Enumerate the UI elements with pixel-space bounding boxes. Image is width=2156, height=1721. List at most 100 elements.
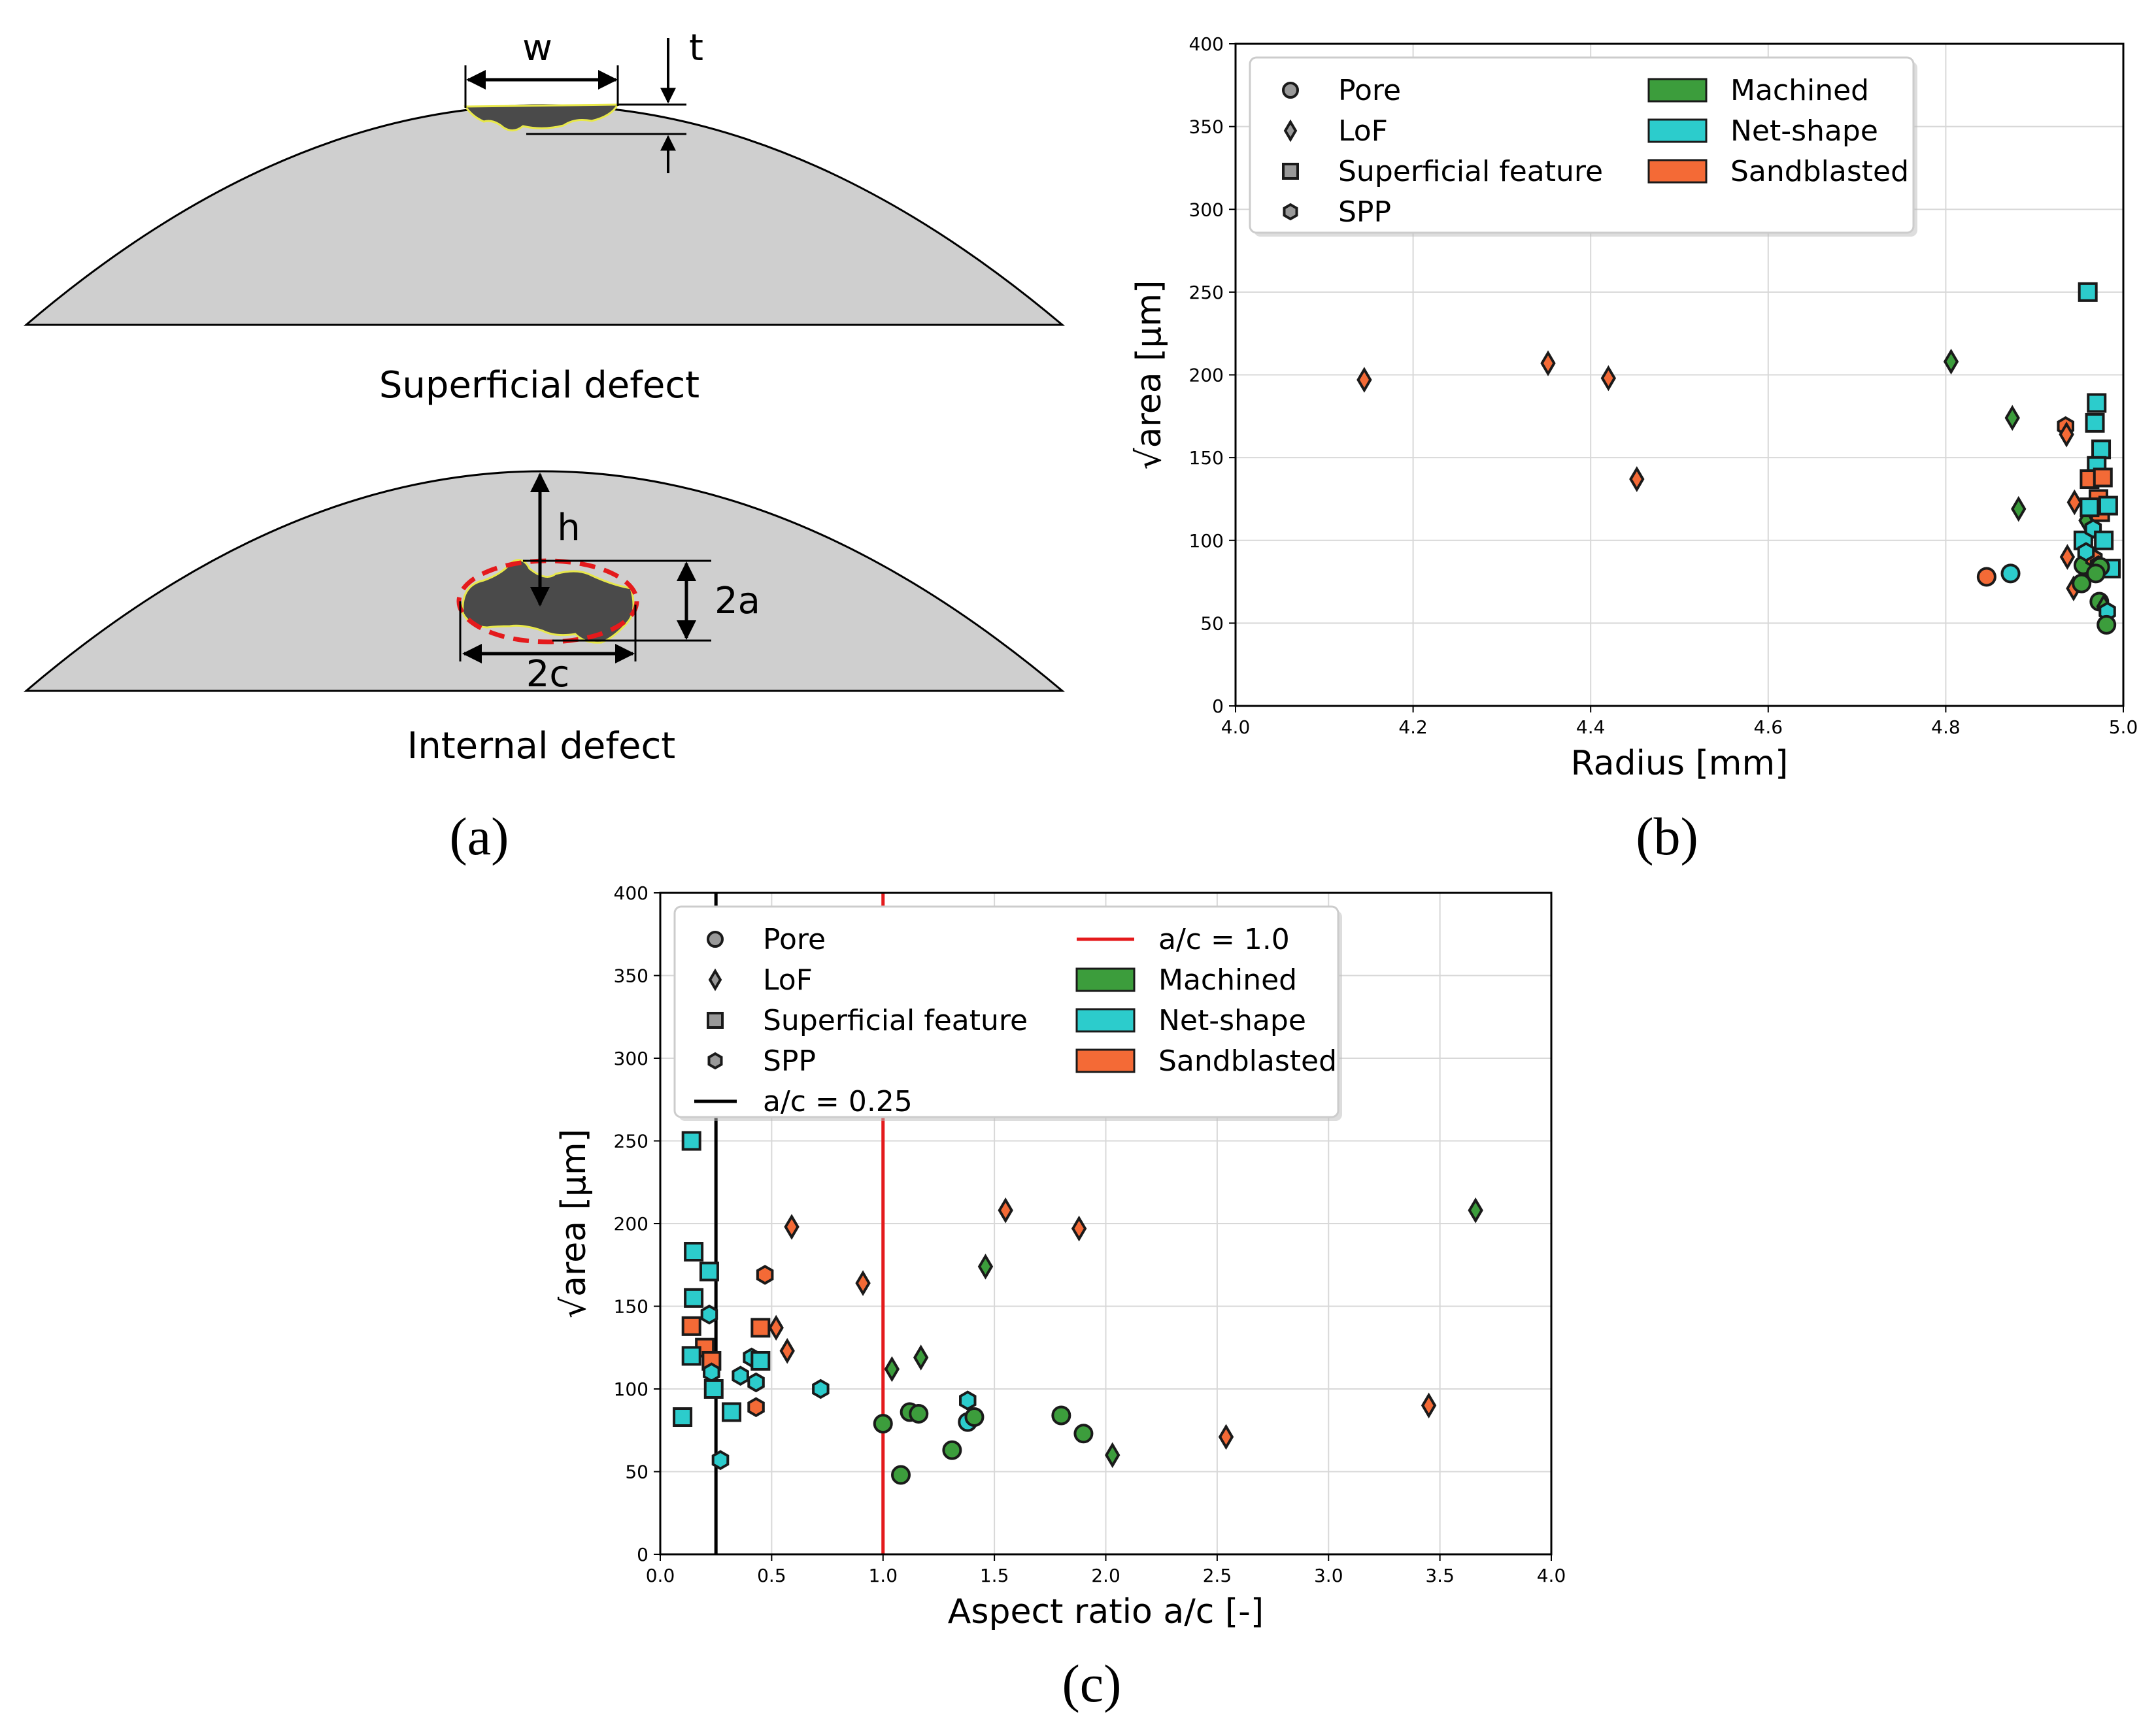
data-point-lof-sandblasted bbox=[1600, 365, 1617, 392]
data-point-superficial-feature-net-shape bbox=[2098, 495, 2118, 516]
legend-label-machined: Machined bbox=[1730, 74, 1869, 107]
diagram-panel-a: w t Superficial defect h 2a 2c Internal … bbox=[23, 27, 1066, 767]
data-point-lof-machined bbox=[1105, 1442, 1120, 1468]
data-point-pore-machined bbox=[2085, 563, 2106, 584]
data-point-lof-machined bbox=[1943, 348, 1959, 375]
data-point-lof-sandblasted bbox=[1071, 1215, 1087, 1242]
x-axis-label: Radius [mm] bbox=[1571, 744, 1789, 783]
data-point-pore-machined bbox=[891, 1465, 911, 1485]
data-point-spp-sandblasted bbox=[756, 1265, 774, 1285]
legend-patch-sandblasted bbox=[1075, 1048, 1136, 1073]
y-tick-label-6: 300 bbox=[614, 1048, 648, 1069]
y-tick-label-0: 0 bbox=[637, 1544, 648, 1565]
y-tick-label-5: 250 bbox=[1189, 282, 1224, 303]
x-tick-label-4: 2.0 bbox=[1091, 1565, 1120, 1586]
data-point-pore-net-shape bbox=[2000, 563, 2021, 584]
data-point-spp-net-shape bbox=[711, 1450, 730, 1471]
legend-label-spp: SPP bbox=[763, 1044, 816, 1078]
y-tick-label-3: 150 bbox=[614, 1296, 648, 1318]
data-point-superficial-feature-sandblasted bbox=[750, 1318, 771, 1338]
data-point-superficial-feature-sandblasted bbox=[681, 1316, 701, 1336]
x-tick-label-2: 4.4 bbox=[1576, 716, 1606, 738]
x-tick-label-2: 1.0 bbox=[868, 1565, 898, 1586]
legend: Pore LoF Superficial feature SPP a/c = 0.25 a… bbox=[673, 905, 1342, 1121]
legend-label-net-shape: Net-shape bbox=[1158, 1004, 1306, 1037]
data-point-spp-net-shape bbox=[732, 1365, 749, 1386]
data-point-lof-sandblasted bbox=[1218, 1424, 1234, 1450]
x-tick-label-5: 5.0 bbox=[2109, 716, 2138, 738]
legend-marker-lof bbox=[1283, 119, 1298, 142]
legend-marker-pore bbox=[707, 931, 724, 948]
data-point-lof-machined bbox=[913, 1345, 929, 1371]
y-tick-label-7: 350 bbox=[1189, 116, 1224, 138]
data-point-pore-machined bbox=[873, 1414, 893, 1434]
data-point-lof-sandblasted bbox=[1421, 1392, 1437, 1419]
data-point-lof-sandblasted bbox=[1356, 367, 1372, 393]
superficial-defect-shape bbox=[463, 103, 620, 131]
plot-frame bbox=[1234, 42, 2125, 707]
legend-marker-spp bbox=[1283, 203, 1298, 221]
data-point-lof-machined bbox=[2011, 495, 2027, 522]
y-tick-label-2: 100 bbox=[1189, 530, 1224, 552]
data-point-superficial-feature-net-shape bbox=[2087, 393, 2107, 413]
legend-label-pore: Pore bbox=[1338, 74, 1401, 107]
data-point-spp-net-shape bbox=[703, 1362, 720, 1383]
legend-patch-net-shape bbox=[1647, 118, 1708, 143]
y-tick-label-4: 200 bbox=[614, 1213, 648, 1235]
data-point-lof-machined bbox=[1468, 1197, 1483, 1224]
y-tick-label-2: 100 bbox=[614, 1378, 648, 1400]
data-point-superficial-feature-net-shape bbox=[703, 1379, 724, 1399]
legend: Pore LoF Superficial feature SPP Machined Net… bbox=[1249, 56, 1917, 237]
specimen-section-top bbox=[23, 104, 1066, 326]
legend-label-pore: Pore bbox=[763, 923, 826, 956]
chart-c: 0.0 0.5 1.0 1.5 2.0 2.5 3.0 3.5 4.0 0 50 100 150 200 2… bbox=[554, 882, 1566, 1631]
data-point-superficial-feature-sandblasted bbox=[2093, 467, 2113, 488]
data-point-superficial-feature-net-shape bbox=[681, 1346, 701, 1366]
x-tick-label-7: 3.5 bbox=[1425, 1565, 1455, 1586]
data-point-lof-machined bbox=[977, 1253, 994, 1280]
data-point-pore-machined bbox=[1051, 1405, 1071, 1426]
legend-label-superficial-feature: Superficial feature bbox=[763, 1004, 1028, 1037]
legend-marker-lof bbox=[708, 968, 722, 992]
plot-frame bbox=[659, 892, 1553, 1556]
data-point-spp-net-shape bbox=[700, 1304, 718, 1325]
x-tick-label-5: 2.5 bbox=[1203, 1565, 1232, 1586]
legend-marker-superficial-feature bbox=[1282, 163, 1299, 180]
label-w: w bbox=[522, 27, 552, 69]
y-tick-label-6: 300 bbox=[1189, 199, 1224, 220]
x-tick-label-3: 4.6 bbox=[1754, 716, 1783, 738]
x-tick-label-6: 3.0 bbox=[1314, 1565, 1343, 1586]
x-tick-label-3: 1.5 bbox=[980, 1565, 1009, 1586]
label-2c: 2c bbox=[526, 653, 569, 695]
data-point-lof-sandblasted bbox=[779, 1338, 795, 1364]
data-point-spp-net-shape bbox=[812, 1378, 830, 1399]
data-point-lof-machined bbox=[884, 1356, 900, 1382]
y-tick-label-5: 250 bbox=[614, 1131, 648, 1152]
y-axis-label: √area [µm] bbox=[554, 1129, 594, 1318]
legend-label-ac-025: a/c = 0.25 bbox=[763, 1085, 913, 1118]
legend-marker-spp bbox=[707, 1052, 723, 1070]
legend-marker-pore bbox=[1282, 82, 1299, 99]
data-point-superficial-feature-net-shape bbox=[2094, 530, 2114, 550]
y-tick-label-7: 350 bbox=[614, 965, 648, 987]
legend-label-ac-10: a/c = 1.0 bbox=[1158, 923, 1290, 956]
y-axis-label: √area [µm] bbox=[1130, 280, 1169, 470]
y-tick-label-4: 200 bbox=[1189, 365, 1224, 386]
y-tick-label-1: 50 bbox=[625, 1462, 648, 1483]
label-t: t bbox=[689, 27, 703, 69]
data-point-superficial-feature-net-shape bbox=[681, 1131, 701, 1151]
data-point-superficial-feature-net-shape bbox=[722, 1402, 742, 1422]
legend-patch-machined bbox=[1647, 78, 1708, 103]
y-tick-label-1: 50 bbox=[1200, 612, 1224, 634]
data-point-superficial-feature-net-shape bbox=[750, 1350, 771, 1371]
data-point-spp-sandblasted bbox=[747, 1397, 765, 1418]
data-point-lof-machined bbox=[2004, 405, 2020, 431]
legend-label-net-shape: Net-shape bbox=[1730, 114, 1878, 148]
label-h: h bbox=[557, 507, 581, 549]
panel-label-a: (a) bbox=[449, 807, 509, 866]
y-tick-label-8: 400 bbox=[614, 882, 648, 904]
x-tick-label-4: 4.8 bbox=[1931, 716, 1961, 738]
x-tick-label-1: 4.2 bbox=[1398, 716, 1428, 738]
legend-label-sandblasted: Sandblasted bbox=[1158, 1044, 1337, 1078]
y-tick-label-0: 0 bbox=[1212, 695, 1224, 717]
